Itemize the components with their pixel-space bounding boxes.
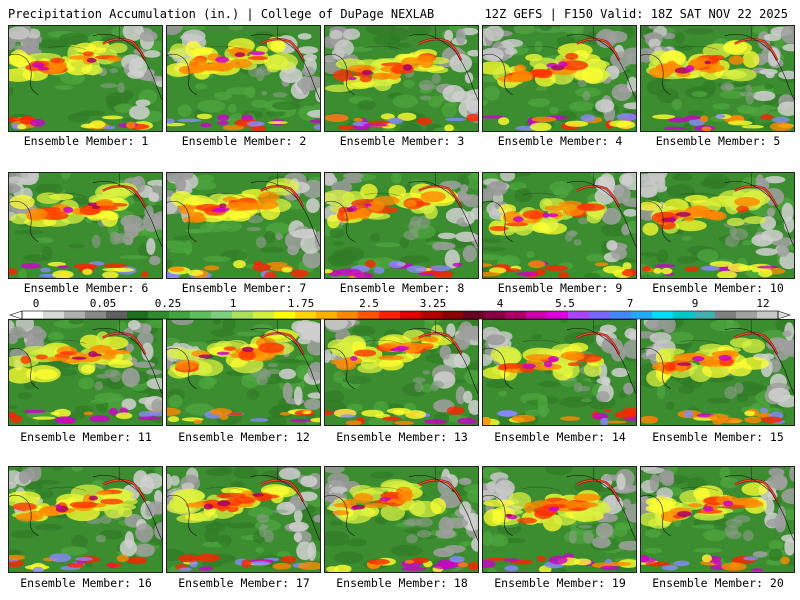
colorbar-tick-label: 0.05 — [89, 297, 117, 310]
colorbar-swatch — [547, 311, 569, 319]
colorbar-swatch — [253, 311, 275, 319]
ensemble-member-map — [166, 466, 321, 573]
colorbar-swatch — [106, 311, 128, 319]
ensemble-member-map — [8, 25, 163, 132]
colorbar-tick-label: 5.5 — [555, 297, 575, 310]
ensemble-member-caption: Ensemble Member: 20 — [652, 576, 784, 590]
colorbar-swatch — [316, 311, 338, 319]
colorbar-swatch — [274, 311, 296, 319]
colorbar-tick-label: 1.75 — [287, 297, 315, 310]
ensemble-member-caption: Ensemble Member: 6 — [23, 281, 149, 295]
colorbar-swatch — [337, 311, 359, 319]
colorbar-swatch — [190, 311, 212, 319]
colorbar-tick-label: 2.5 — [359, 297, 379, 310]
colorbar-tick-label: 9 — [691, 297, 699, 310]
ensemble-member-caption: Ensemble Member: 17 — [178, 576, 310, 590]
ensemble-member-map — [8, 319, 163, 426]
ensemble-member-map — [324, 172, 479, 279]
colorbar-swatch — [169, 311, 191, 319]
colorbar-max-arrow — [777, 310, 791, 320]
colorbar-swatch — [694, 311, 716, 319]
chart-title: Precipitation Accumulation (in.) | Colle… — [8, 7, 435, 21]
colorbar-swatch — [757, 311, 779, 319]
ensemble-member-map — [640, 319, 795, 426]
colorbar-tick-label: 0 — [32, 297, 40, 310]
colorbar-swatch — [463, 311, 485, 319]
ensemble-member-caption: Ensemble Member: 19 — [494, 576, 626, 590]
colorbar-swatch — [358, 311, 380, 319]
ensemble-member-map — [640, 25, 795, 132]
ensemble-member-caption: Ensemble Member: 1 — [23, 134, 149, 148]
colorbar-swatch — [631, 311, 653, 319]
ensemble-member-map — [8, 466, 163, 573]
colorbar-swatch — [232, 311, 254, 319]
ensemble-member-map — [640, 466, 795, 573]
ensemble-member-caption: Ensemble Member: 7 — [181, 281, 307, 295]
ensemble-member-caption: Ensemble Member: 18 — [336, 576, 468, 590]
colorbar-swatch — [673, 311, 695, 319]
colorbar-swatch — [127, 311, 149, 319]
ensemble-member-caption: Ensemble Member: 13 — [336, 430, 468, 444]
colorbar-swatch — [421, 311, 443, 319]
ensemble-member-map — [482, 466, 637, 573]
colorbar-tick-label: 7 — [626, 297, 634, 310]
colorbar-legend — [9, 310, 791, 320]
run-info: 12Z GEFS | F150 Valid: 18Z SAT NOV 22 20… — [484, 7, 788, 21]
colorbar-min-arrow — [9, 310, 23, 320]
colorbar-swatch — [715, 311, 737, 319]
ensemble-member-map — [324, 25, 479, 132]
ensemble-member-map — [482, 319, 637, 426]
ensemble-member-caption: Ensemble Member: 8 — [339, 281, 465, 295]
ensemble-member-map — [166, 319, 321, 426]
colorbar-swatch — [442, 311, 464, 319]
colorbar-tick-label: 1 — [229, 297, 237, 310]
ensemble-member-map — [324, 466, 479, 573]
ensemble-member-map — [166, 172, 321, 279]
ensemble-member-map — [482, 25, 637, 132]
ensemble-member-caption: Ensemble Member: 2 — [181, 134, 307, 148]
colorbar-swatch — [148, 311, 170, 319]
colorbar-swatch — [22, 311, 44, 319]
colorbar-tick-label: 4 — [496, 297, 504, 310]
colorbar-swatch — [85, 311, 107, 319]
ensemble-member-caption: Ensemble Member: 3 — [339, 134, 465, 148]
colorbar-outline — [21, 310, 779, 320]
colorbar-swatch — [568, 311, 590, 319]
colorbar-tick-label: 12 — [756, 297, 770, 310]
ensemble-member-map — [8, 172, 163, 279]
ensemble-member-map — [166, 25, 321, 132]
colorbar-swatch — [295, 311, 317, 319]
colorbar-tick-label: 0.25 — [154, 297, 182, 310]
colorbar-swatch — [505, 311, 527, 319]
colorbar-swatch — [589, 311, 611, 319]
ensemble-member-caption: Ensemble Member: 4 — [497, 134, 623, 148]
colorbar-swatch — [736, 311, 758, 319]
colorbar-swatch — [400, 311, 422, 319]
ensemble-member-caption: Ensemble Member: 12 — [178, 430, 310, 444]
colorbar-tick-label: 3.25 — [419, 297, 447, 310]
colorbar-swatch — [211, 311, 233, 319]
colorbar-swatch — [379, 311, 401, 319]
colorbar-swatch — [610, 311, 632, 319]
colorbar-swatch — [526, 311, 548, 319]
colorbar-swatch — [652, 311, 674, 319]
colorbar-swatch — [484, 311, 506, 319]
ensemble-member-map — [324, 319, 479, 426]
ensemble-member-caption: Ensemble Member: 15 — [652, 430, 784, 444]
ensemble-member-map — [640, 172, 795, 279]
colorbar-swatch — [64, 311, 86, 319]
ensemble-member-caption: Ensemble Member: 14 — [494, 430, 626, 444]
ensemble-member-caption: Ensemble Member: 9 — [497, 281, 623, 295]
ensemble-member-caption: Ensemble Member: 5 — [655, 134, 781, 148]
ensemble-member-caption: Ensemble Member: 10 — [652, 281, 784, 295]
ensemble-member-map — [482, 172, 637, 279]
ensemble-member-caption: Ensemble Member: 11 — [20, 430, 152, 444]
ensemble-member-caption: Ensemble Member: 16 — [20, 576, 152, 590]
colorbar-swatch — [43, 311, 65, 319]
